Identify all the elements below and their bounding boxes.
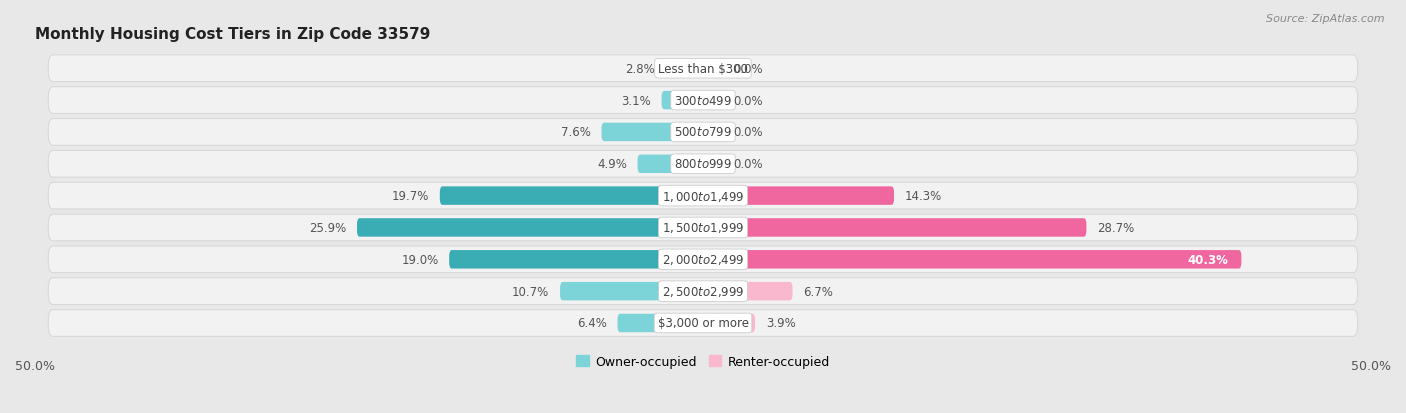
FancyBboxPatch shape [48, 310, 1358, 337]
FancyBboxPatch shape [637, 155, 703, 173]
Text: $300 to $499: $300 to $499 [673, 94, 733, 107]
FancyBboxPatch shape [703, 187, 894, 205]
Text: 50.0%: 50.0% [15, 359, 55, 372]
FancyBboxPatch shape [602, 123, 703, 142]
Text: Less than $300: Less than $300 [658, 63, 748, 76]
FancyBboxPatch shape [617, 314, 703, 332]
Text: 28.7%: 28.7% [1097, 221, 1135, 235]
FancyBboxPatch shape [48, 56, 1358, 83]
Text: 7.6%: 7.6% [561, 126, 591, 139]
Text: $800 to $999: $800 to $999 [673, 158, 733, 171]
Text: 19.0%: 19.0% [401, 253, 439, 266]
Text: Source: ZipAtlas.com: Source: ZipAtlas.com [1267, 14, 1385, 24]
Text: $2,000 to $2,499: $2,000 to $2,499 [662, 253, 744, 267]
Text: 10.7%: 10.7% [512, 285, 550, 298]
FancyBboxPatch shape [703, 92, 723, 110]
FancyBboxPatch shape [560, 282, 703, 301]
FancyBboxPatch shape [357, 219, 703, 237]
Text: $2,500 to $2,999: $2,500 to $2,999 [662, 285, 744, 299]
FancyBboxPatch shape [48, 151, 1358, 178]
FancyBboxPatch shape [703, 60, 723, 78]
Text: $1,000 to $1,499: $1,000 to $1,499 [662, 189, 744, 203]
Text: 19.7%: 19.7% [392, 190, 429, 203]
Text: Monthly Housing Cost Tiers in Zip Code 33579: Monthly Housing Cost Tiers in Zip Code 3… [35, 27, 430, 42]
FancyBboxPatch shape [449, 250, 703, 269]
FancyBboxPatch shape [703, 282, 793, 301]
FancyBboxPatch shape [662, 92, 703, 110]
FancyBboxPatch shape [48, 246, 1358, 273]
FancyBboxPatch shape [48, 88, 1358, 114]
Text: 14.3%: 14.3% [904, 190, 942, 203]
FancyBboxPatch shape [703, 314, 755, 332]
Text: 2.8%: 2.8% [626, 63, 655, 76]
Text: 0.0%: 0.0% [734, 63, 763, 76]
Text: 4.9%: 4.9% [598, 158, 627, 171]
FancyBboxPatch shape [703, 123, 723, 142]
Text: 0.0%: 0.0% [734, 158, 763, 171]
Legend: Owner-occupied, Renter-occupied: Owner-occupied, Renter-occupied [571, 350, 835, 373]
FancyBboxPatch shape [48, 119, 1358, 146]
Text: 40.3%: 40.3% [1187, 253, 1227, 266]
Text: 50.0%: 50.0% [1351, 359, 1391, 372]
Text: 6.4%: 6.4% [576, 317, 607, 330]
FancyBboxPatch shape [703, 155, 723, 173]
Text: $500 to $799: $500 to $799 [673, 126, 733, 139]
Text: 25.9%: 25.9% [309, 221, 346, 235]
FancyBboxPatch shape [48, 215, 1358, 241]
FancyBboxPatch shape [440, 187, 703, 205]
FancyBboxPatch shape [703, 219, 1087, 237]
Text: 0.0%: 0.0% [734, 126, 763, 139]
Text: 3.1%: 3.1% [621, 94, 651, 107]
Text: 3.9%: 3.9% [766, 317, 796, 330]
FancyBboxPatch shape [703, 250, 1241, 269]
Text: $1,500 to $1,999: $1,500 to $1,999 [662, 221, 744, 235]
FancyBboxPatch shape [48, 278, 1358, 305]
Text: $3,000 or more: $3,000 or more [658, 317, 748, 330]
FancyBboxPatch shape [665, 60, 703, 78]
Text: 6.7%: 6.7% [803, 285, 834, 298]
Text: 0.0%: 0.0% [734, 94, 763, 107]
FancyBboxPatch shape [48, 183, 1358, 209]
